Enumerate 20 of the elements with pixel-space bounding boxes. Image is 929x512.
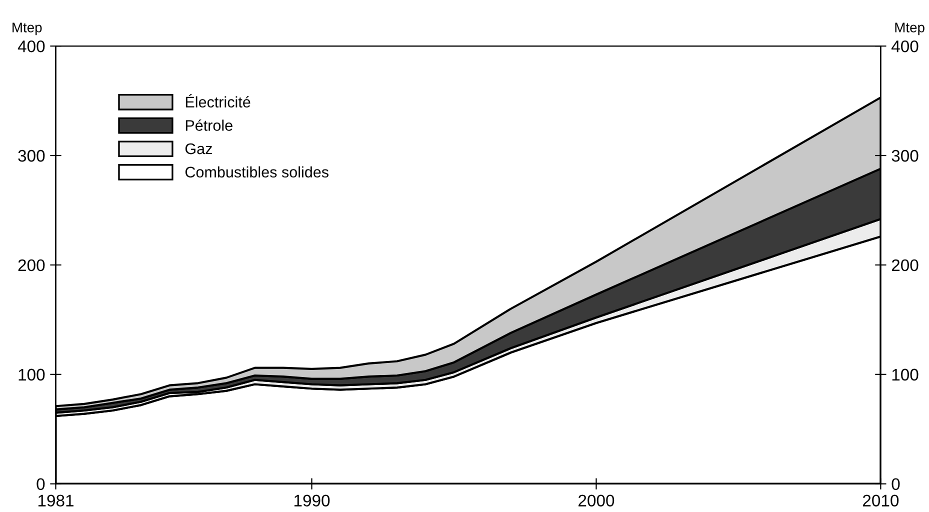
x-tick-label: 1981 — [38, 494, 74, 506]
legend-label: Pétrole — [186, 119, 232, 131]
y2-tick-label: 300 — [892, 150, 918, 162]
y2-axis-title: Mtep — [895, 22, 924, 36]
x-tick-label: 2000 — [578, 494, 614, 506]
legend-label: Combustibles solides — [185, 166, 328, 178]
x-tick-label: 1990 — [294, 494, 330, 506]
y2-tick-label: 400 — [891, 40, 918, 52]
legend-label: Gaz — [185, 143, 212, 154]
y-tick-label: 100 — [18, 368, 45, 381]
y2-tick-label: 0 — [892, 478, 900, 490]
y-tick-label: 400 — [18, 40, 45, 52]
y2-tick-label: 200 — [892, 259, 918, 272]
y-tick-label: 200 — [18, 259, 45, 272]
x-tick-label: 2010 — [862, 494, 899, 506]
y-tick-label: 0 — [36, 478, 45, 490]
y-tick-label: 300 — [18, 150, 45, 162]
y2-tick-label: 100 — [892, 368, 918, 381]
legend-label: Électricité — [186, 94, 250, 108]
y-axis-title: Mtep — [12, 22, 42, 36]
